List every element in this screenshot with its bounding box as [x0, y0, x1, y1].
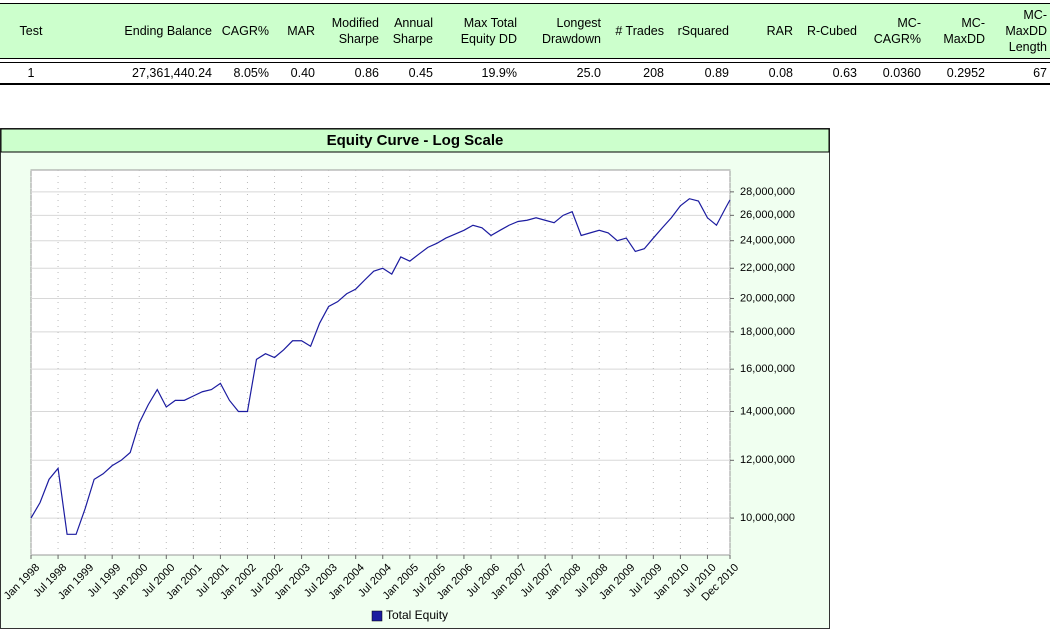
- header-row: Test Ending Balance CAGR% MAR Modified Sharp…: [0, 3, 1050, 59]
- y-tick-label: 16,000,000: [740, 363, 795, 375]
- y-tick-label: 24,000,000: [740, 235, 795, 247]
- column-header: rSquared: [667, 3, 732, 59]
- table-cell: 0.0360: [860, 62, 924, 85]
- table-cell: 0.2952: [924, 62, 988, 85]
- column-header: Longest Drawdown: [520, 3, 604, 59]
- table-row: 1 27,361,440.24 8.05% 0.40 0.86 0.45 19.9% 25.0…: [0, 62, 1050, 85]
- y-tick-label: 20,000,000: [740, 292, 795, 304]
- table-cell: 0.45: [382, 62, 436, 85]
- table-body: 1 27,361,440.24 8.05% 0.40 0.86 0.45 19.9% 25.0…: [0, 59, 1050, 85]
- column-header: MC-MaxDD Length: [988, 3, 1050, 59]
- y-tick-label: 26,000,000: [740, 209, 795, 221]
- table-cell: 67: [988, 62, 1050, 85]
- table-cell: 19.9%: [436, 62, 520, 85]
- table-cell: 0.63: [796, 62, 860, 85]
- y-tick-label: 10,000,000: [740, 512, 795, 524]
- column-header: # Trades: [604, 3, 667, 59]
- table-cell: 0.89: [667, 62, 732, 85]
- column-header: RAR: [732, 3, 796, 59]
- column-header: MAR: [272, 3, 318, 59]
- legend-label: Total Equity: [386, 608, 448, 622]
- column-header: MC-MaxDD: [924, 3, 988, 59]
- table-cell: 1: [0, 62, 62, 85]
- table-cell: 0.86: [318, 62, 382, 85]
- title-bar: [0, 128, 830, 153]
- y-tick-label: 12,000,000: [740, 454, 795, 466]
- chart: Equity Curve - Log Scale 10,000,000 12,00…: [0, 128, 830, 629]
- table-cell: 0.40: [272, 62, 318, 85]
- chart-title: Equity Curve - Log Scale: [327, 132, 504, 149]
- column-header: Annual Sharpe: [382, 3, 436, 59]
- column-header: Modified Sharpe: [318, 3, 382, 59]
- table-cell: 0.08: [732, 62, 796, 85]
- column-header: MC-CAGR%: [860, 3, 924, 59]
- plot-area: [30, 169, 731, 556]
- table-cell: 208: [604, 62, 667, 85]
- y-tick-label: 14,000,000: [740, 405, 795, 417]
- stats-table: Test Ending Balance CAGR% MAR Modified Sharp…: [0, 3, 1050, 85]
- table-cell: 27,361,440.24: [62, 62, 215, 85]
- legend-swatch: [371, 610, 383, 622]
- table-cell: 25.0: [520, 62, 604, 85]
- column-header: Test: [0, 3, 62, 59]
- column-header: R-Cubed: [796, 3, 860, 59]
- column-header: Max Total Equity DD: [436, 3, 520, 59]
- equity-line: [30, 198, 731, 535]
- column-header: CAGR%: [215, 3, 272, 59]
- table-cell: 8.05%: [215, 62, 272, 85]
- y-tick-label: 18,000,000: [740, 326, 795, 338]
- y-tick-label: 28,000,000: [740, 186, 795, 198]
- y-tick-label: 22,000,000: [740, 262, 795, 274]
- column-header: Ending Balance: [62, 3, 215, 59]
